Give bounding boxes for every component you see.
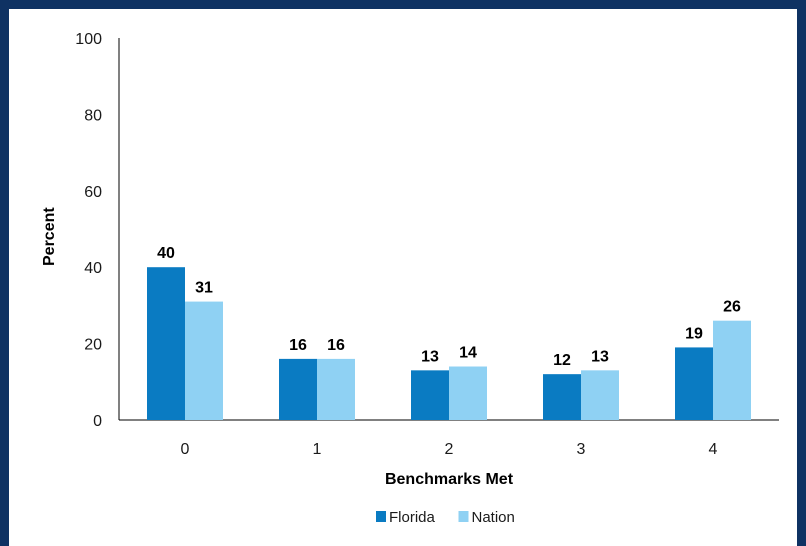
legend-swatch-nation bbox=[458, 511, 469, 522]
y-axis-ticks: 0 20 40 60 80 100 bbox=[75, 31, 102, 430]
bar-florida-1 bbox=[279, 358, 317, 420]
data-label: 16 bbox=[327, 337, 345, 354]
x-tick-label: 0 bbox=[181, 441, 190, 458]
y-tick-label: 100 bbox=[75, 31, 102, 48]
data-label: 40 bbox=[157, 245, 175, 262]
data-label: 13 bbox=[421, 348, 439, 365]
bar-nation-1 bbox=[317, 358, 355, 420]
y-tick-label: 80 bbox=[84, 107, 102, 124]
bar-nation-0 bbox=[185, 301, 223, 420]
y-axis-title: Percent bbox=[41, 207, 58, 266]
bar-florida-4 bbox=[675, 347, 713, 420]
data-label: 26 bbox=[723, 299, 741, 316]
bars-group: 40 31 16 16 13 14 12 13 19 26 bbox=[147, 245, 751, 420]
x-axis-ticks: 0 1 2 3 4 bbox=[181, 441, 718, 458]
data-label: 14 bbox=[459, 345, 477, 362]
data-label: 13 bbox=[591, 348, 609, 365]
data-label: 16 bbox=[289, 337, 307, 354]
x-tick-label: 3 bbox=[577, 441, 586, 458]
x-tick-label: 4 bbox=[709, 441, 718, 458]
y-tick-label: 60 bbox=[84, 184, 102, 201]
y-tick-label: 20 bbox=[84, 337, 102, 354]
y-tick-label: 40 bbox=[84, 260, 102, 277]
bar-florida-0 bbox=[147, 267, 185, 420]
x-tick-label: 2 bbox=[445, 441, 454, 458]
legend-label-florida: Florida bbox=[389, 509, 436, 526]
bar-florida-3 bbox=[543, 374, 581, 420]
legend: Florida Nation bbox=[376, 509, 515, 526]
y-tick-label: 0 bbox=[93, 413, 102, 430]
data-label: 31 bbox=[195, 280, 213, 297]
legend-swatch-florida bbox=[376, 511, 386, 522]
bar-florida-2 bbox=[411, 370, 449, 420]
bar-nation-3 bbox=[581, 370, 619, 420]
x-tick-label: 1 bbox=[313, 441, 322, 458]
data-label: 12 bbox=[553, 352, 571, 369]
x-axis-title: Benchmarks Met bbox=[385, 471, 514, 488]
legend-label-nation: Nation bbox=[472, 509, 515, 526]
bar-nation-4 bbox=[713, 320, 751, 420]
bar-nation-2 bbox=[449, 366, 487, 420]
data-label: 19 bbox=[685, 325, 703, 342]
